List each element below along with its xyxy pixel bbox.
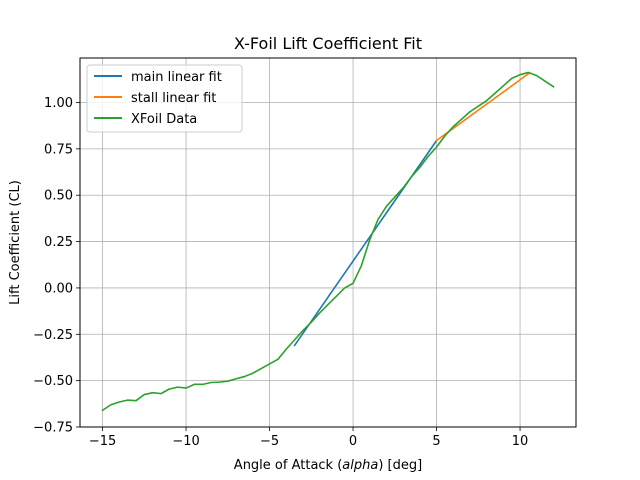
x-tick-label: −5 xyxy=(260,434,279,449)
legend-label-main-linear-fit: main linear fit xyxy=(131,70,222,85)
legend-label-stall-linear-fit: stall linear fit xyxy=(131,91,216,106)
x-tick-label: −10 xyxy=(172,434,199,449)
y-tick-label: 0.75 xyxy=(44,142,73,157)
y-tick-label: −0.75 xyxy=(33,421,73,436)
y-tick-label: 1.00 xyxy=(44,96,73,111)
plot-frame xyxy=(79,57,577,428)
x-axis-label-prefix: Angle of Attack ( xyxy=(234,458,343,473)
legend-label-xfoil-data: XFoil Data xyxy=(131,112,197,127)
y-tick-label: 0.25 xyxy=(44,235,73,250)
chart-title: X-Foil Lift Coefficient Fit xyxy=(234,34,422,53)
legend-box xyxy=(86,64,243,133)
y-tick-label: −0.50 xyxy=(33,374,73,389)
series-line-stall-linear-fit xyxy=(435,72,530,142)
series-lines xyxy=(101,71,555,412)
y-tick-label: 0.50 xyxy=(44,189,73,204)
grid xyxy=(80,58,576,428)
x-axis-label: Angle of Attack (alpha) [deg] xyxy=(234,458,422,473)
series-line-xfoil-data xyxy=(101,71,555,412)
x-axis-label-suffix: ) [deg] xyxy=(378,458,422,473)
legend: main linear fit stall linear fit XFoil D… xyxy=(86,64,243,133)
x-axis-label-alpha: alpha xyxy=(342,458,378,473)
axis-ticks: −15 −10 −5 0 5 10 −0.75 −0.50 −0.25 0.00 0.25 0.50 0… xyxy=(33,96,528,449)
y-axis-label: Lift Coefficient (CL) xyxy=(8,180,23,305)
y-tick-label: 0.00 xyxy=(44,281,73,296)
x-tick-label: 0 xyxy=(349,434,357,449)
y-tick-label: −0.25 xyxy=(33,328,73,343)
x-tick-label: 5 xyxy=(432,434,440,449)
x-tick-label: 10 xyxy=(512,434,529,449)
x-tick-label: −15 xyxy=(89,434,116,449)
